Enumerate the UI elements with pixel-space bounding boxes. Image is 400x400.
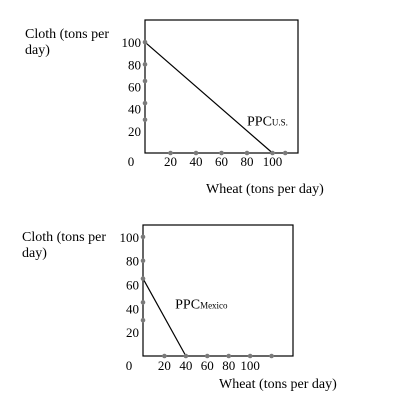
y-tick-label: 100 [120,230,140,245]
y-tick-dot [140,317,146,323]
x-tick-label: 40 [179,358,192,373]
y-tick-label: 60 [128,80,141,95]
x-tick-dot [162,353,167,359]
x-tick-dot [168,150,173,156]
x-tick-dot [183,353,189,359]
x-tick-label: 20 [164,154,177,169]
x-tick-dot [219,150,224,156]
x-axis-title: Wheat (tons per day) [206,182,324,197]
y-tick-label: 100 [122,35,142,50]
x-tick-label: 80 [241,154,254,169]
y-tick-dot [140,234,146,240]
plot-frame [144,19,299,154]
x-tick-label: 80 [222,358,235,373]
ppc-annotation: PPCU.S. [247,114,288,129]
y-tick-dot [140,276,146,281]
y-tick-dot [142,100,148,106]
y-tick-dot [142,62,148,67]
y-tick-label: 80 [126,254,139,269]
y-tick-dot [142,39,148,45]
x-tick-label: 20 [158,358,171,373]
ppc-annotation-subscript: Mexico [200,300,228,310]
y-tick-dot [140,258,146,264]
x-tick-label: 60 [215,154,228,169]
ppc-annotation-subscript: U.S. [272,117,288,127]
y-tick-label: 20 [126,325,139,340]
y-tick-label: 40 [128,102,141,117]
x-tick-dot [204,353,210,359]
origin-label: 0 [128,154,135,169]
y-tick-label: 60 [126,278,139,293]
x-axis-title: Wheat (tons per day) [219,377,337,392]
y-tick-label: 20 [128,124,141,139]
y-tick-dot [140,300,146,305]
y-axis-title-line: Cloth (tons per [22,230,106,245]
x-tick-label: 40 [190,154,203,169]
x-tick-dot [247,353,253,359]
plot-frame [142,224,294,357]
y-tick-label: 40 [126,301,139,316]
ppc-line [142,278,187,357]
x-tick-dot [193,150,199,156]
x-tick-label: 60 [201,358,214,373]
x-tick-dot [282,150,288,156]
ppc-annotation: PPCMexico [175,297,228,312]
x-tick-dot [244,150,250,156]
y-axis-title-line: day) [25,43,50,58]
x-tick-label: 100 [240,358,260,373]
x-tick-dot [269,353,274,359]
y-tick-dot [142,78,148,84]
y-tick-dot [142,117,148,123]
ppc-line [144,41,273,154]
y-tick-label: 80 [128,57,141,72]
y-axis-title-line: day) [22,246,47,261]
x-tick-label: 100 [263,154,283,169]
x-tick-dot [226,353,232,359]
origin-label: 0 [126,358,133,373]
y-axis-title-line: Cloth (tons per [25,27,109,42]
x-tick-dot [270,150,275,156]
